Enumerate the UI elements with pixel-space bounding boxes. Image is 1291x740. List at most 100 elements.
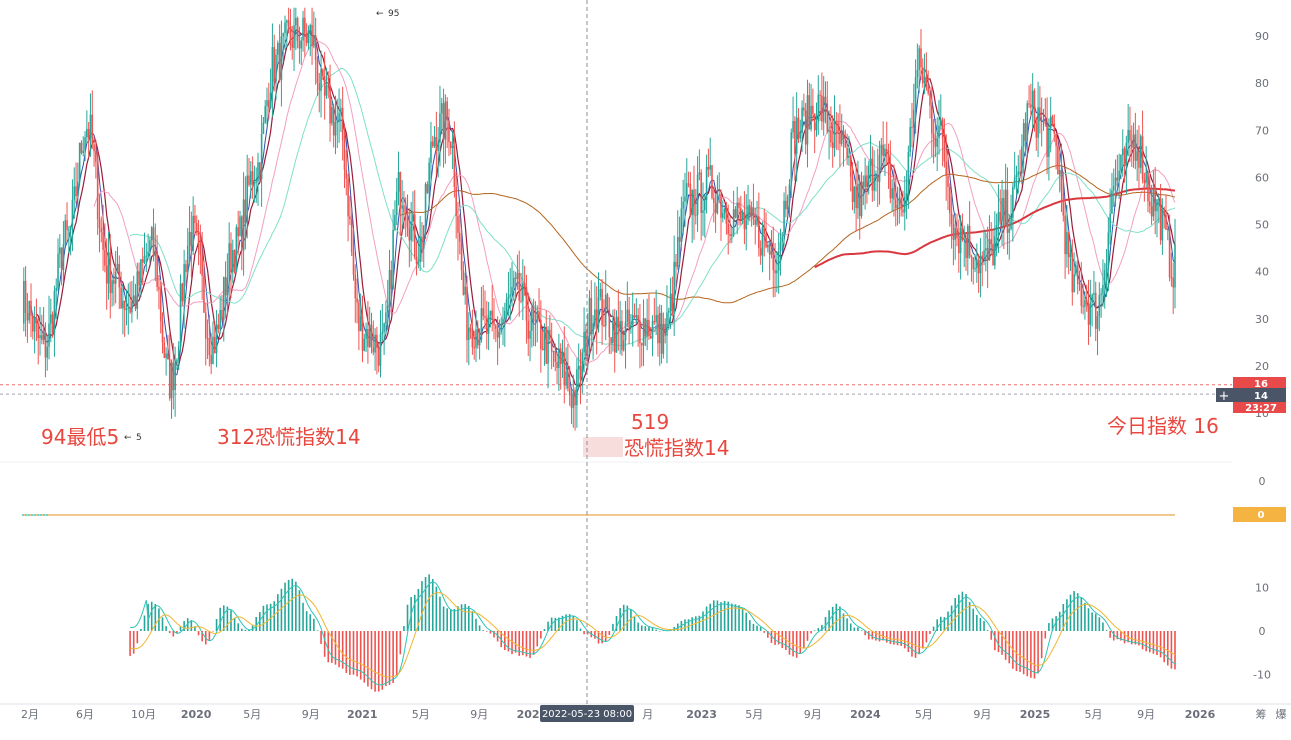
candle-body: [377, 347, 380, 366]
candle-body: [1048, 128, 1050, 157]
candle-body: [1060, 170, 1063, 191]
candle-body: [858, 183, 861, 217]
candle-body: [240, 216, 243, 251]
candle-body: [298, 40, 301, 49]
macd-bar: [219, 607, 221, 631]
macd-bar: [756, 625, 758, 631]
candle-body: [60, 247, 63, 271]
macd-bar: [1037, 631, 1039, 674]
macd-bar: [309, 614, 312, 631]
macd-bar: [403, 626, 405, 631]
candle-body: [849, 156, 852, 177]
candle-body: [536, 311, 539, 322]
candle-body: [345, 169, 348, 179]
marker-high-label: 95: [388, 9, 399, 19]
macd-bar: [597, 631, 600, 644]
candle-body: [1071, 253, 1074, 293]
candle-body: [170, 362, 173, 399]
macd-bar: [738, 605, 740, 631]
x-tick-label: 2022: [517, 708, 548, 721]
plus-icon[interactable]: +: [1219, 389, 1230, 404]
candle-body: [68, 229, 70, 231]
macd-bar: [392, 631, 394, 684]
candle-body: [1114, 177, 1117, 187]
candle-body: [489, 310, 492, 316]
candle-body: [314, 35, 317, 61]
candle-body: [484, 316, 486, 318]
candle-body: [705, 166, 708, 201]
candle-body: [630, 325, 632, 328]
macd-bar: [208, 631, 211, 641]
candle-body: [927, 86, 929, 94]
candle-body: [253, 182, 256, 185]
candle-body: [624, 321, 627, 341]
macd-bar: [453, 608, 456, 631]
candle-body: [278, 43, 281, 81]
candle-body: [1026, 103, 1029, 141]
candle-body: [903, 196, 906, 213]
macd-bar: [186, 618, 189, 631]
macd-bar: [568, 614, 571, 631]
candle-body: [269, 92, 272, 108]
annotation-94-low: 94最低5: [41, 425, 119, 449]
candle-body: [974, 268, 976, 270]
candle-body: [1062, 190, 1065, 216]
candle-body: [750, 207, 753, 216]
candle-body: [446, 101, 448, 121]
macd-bar: [640, 625, 643, 631]
candle-body: [680, 208, 683, 242]
candle-body: [567, 371, 569, 389]
candle-body: [1116, 177, 1119, 181]
x-tick-label: 9月: [302, 708, 320, 721]
macd-bar: [777, 631, 780, 645]
candle-body: [514, 277, 517, 279]
macd-bar: [622, 604, 625, 631]
candle-body: [469, 327, 472, 333]
macd-bar: [788, 631, 791, 655]
macd-bar: [954, 598, 957, 631]
candle-body: [617, 316, 620, 329]
candle-body: [815, 122, 818, 131]
crosshair-plus-button[interactable]: [1216, 388, 1233, 402]
candle-body: [480, 308, 483, 340]
candle-body: [201, 254, 203, 276]
candle-body: [898, 197, 901, 206]
candle-body: [981, 255, 984, 259]
macd-bar: [803, 631, 805, 649]
x-tick-label: 2023: [686, 708, 717, 721]
macd-bar: [1008, 631, 1011, 664]
candle-body: [433, 137, 436, 147]
macd-bar: [277, 594, 279, 631]
macd-bar: [749, 620, 751, 631]
candle-body: [251, 171, 254, 185]
candle-body: [149, 240, 151, 252]
candle-body: [985, 248, 987, 251]
macd-bar: [885, 631, 888, 643]
candle-body: [1003, 198, 1005, 226]
candle-body: [826, 103, 829, 132]
candle-body: [574, 389, 576, 406]
candle-body: [538, 311, 540, 320]
macd-bar: [893, 631, 895, 645]
candle-body: [286, 20, 288, 23]
macd-bar: [165, 626, 167, 631]
x-tick-label: 9月: [804, 708, 822, 721]
candle-body: [853, 186, 856, 203]
candle-body: [572, 389, 575, 408]
candle-body: [39, 335, 41, 339]
candle-body: [57, 253, 59, 288]
macd-bar: [824, 616, 827, 631]
macd-bar: [154, 603, 157, 631]
macd-bar: [1055, 616, 1057, 631]
candle-body: [1107, 232, 1110, 264]
candle-body: [168, 358, 171, 399]
candle-body: [1089, 302, 1092, 325]
candle-body: [835, 120, 838, 123]
candle-body: [493, 318, 495, 326]
candle-body: [222, 277, 225, 320]
candle-body: [1033, 90, 1036, 123]
candle-body: [794, 121, 796, 154]
macd-bar: [194, 626, 196, 631]
candle-body: [84, 137, 86, 151]
macd-bar: [129, 631, 131, 657]
